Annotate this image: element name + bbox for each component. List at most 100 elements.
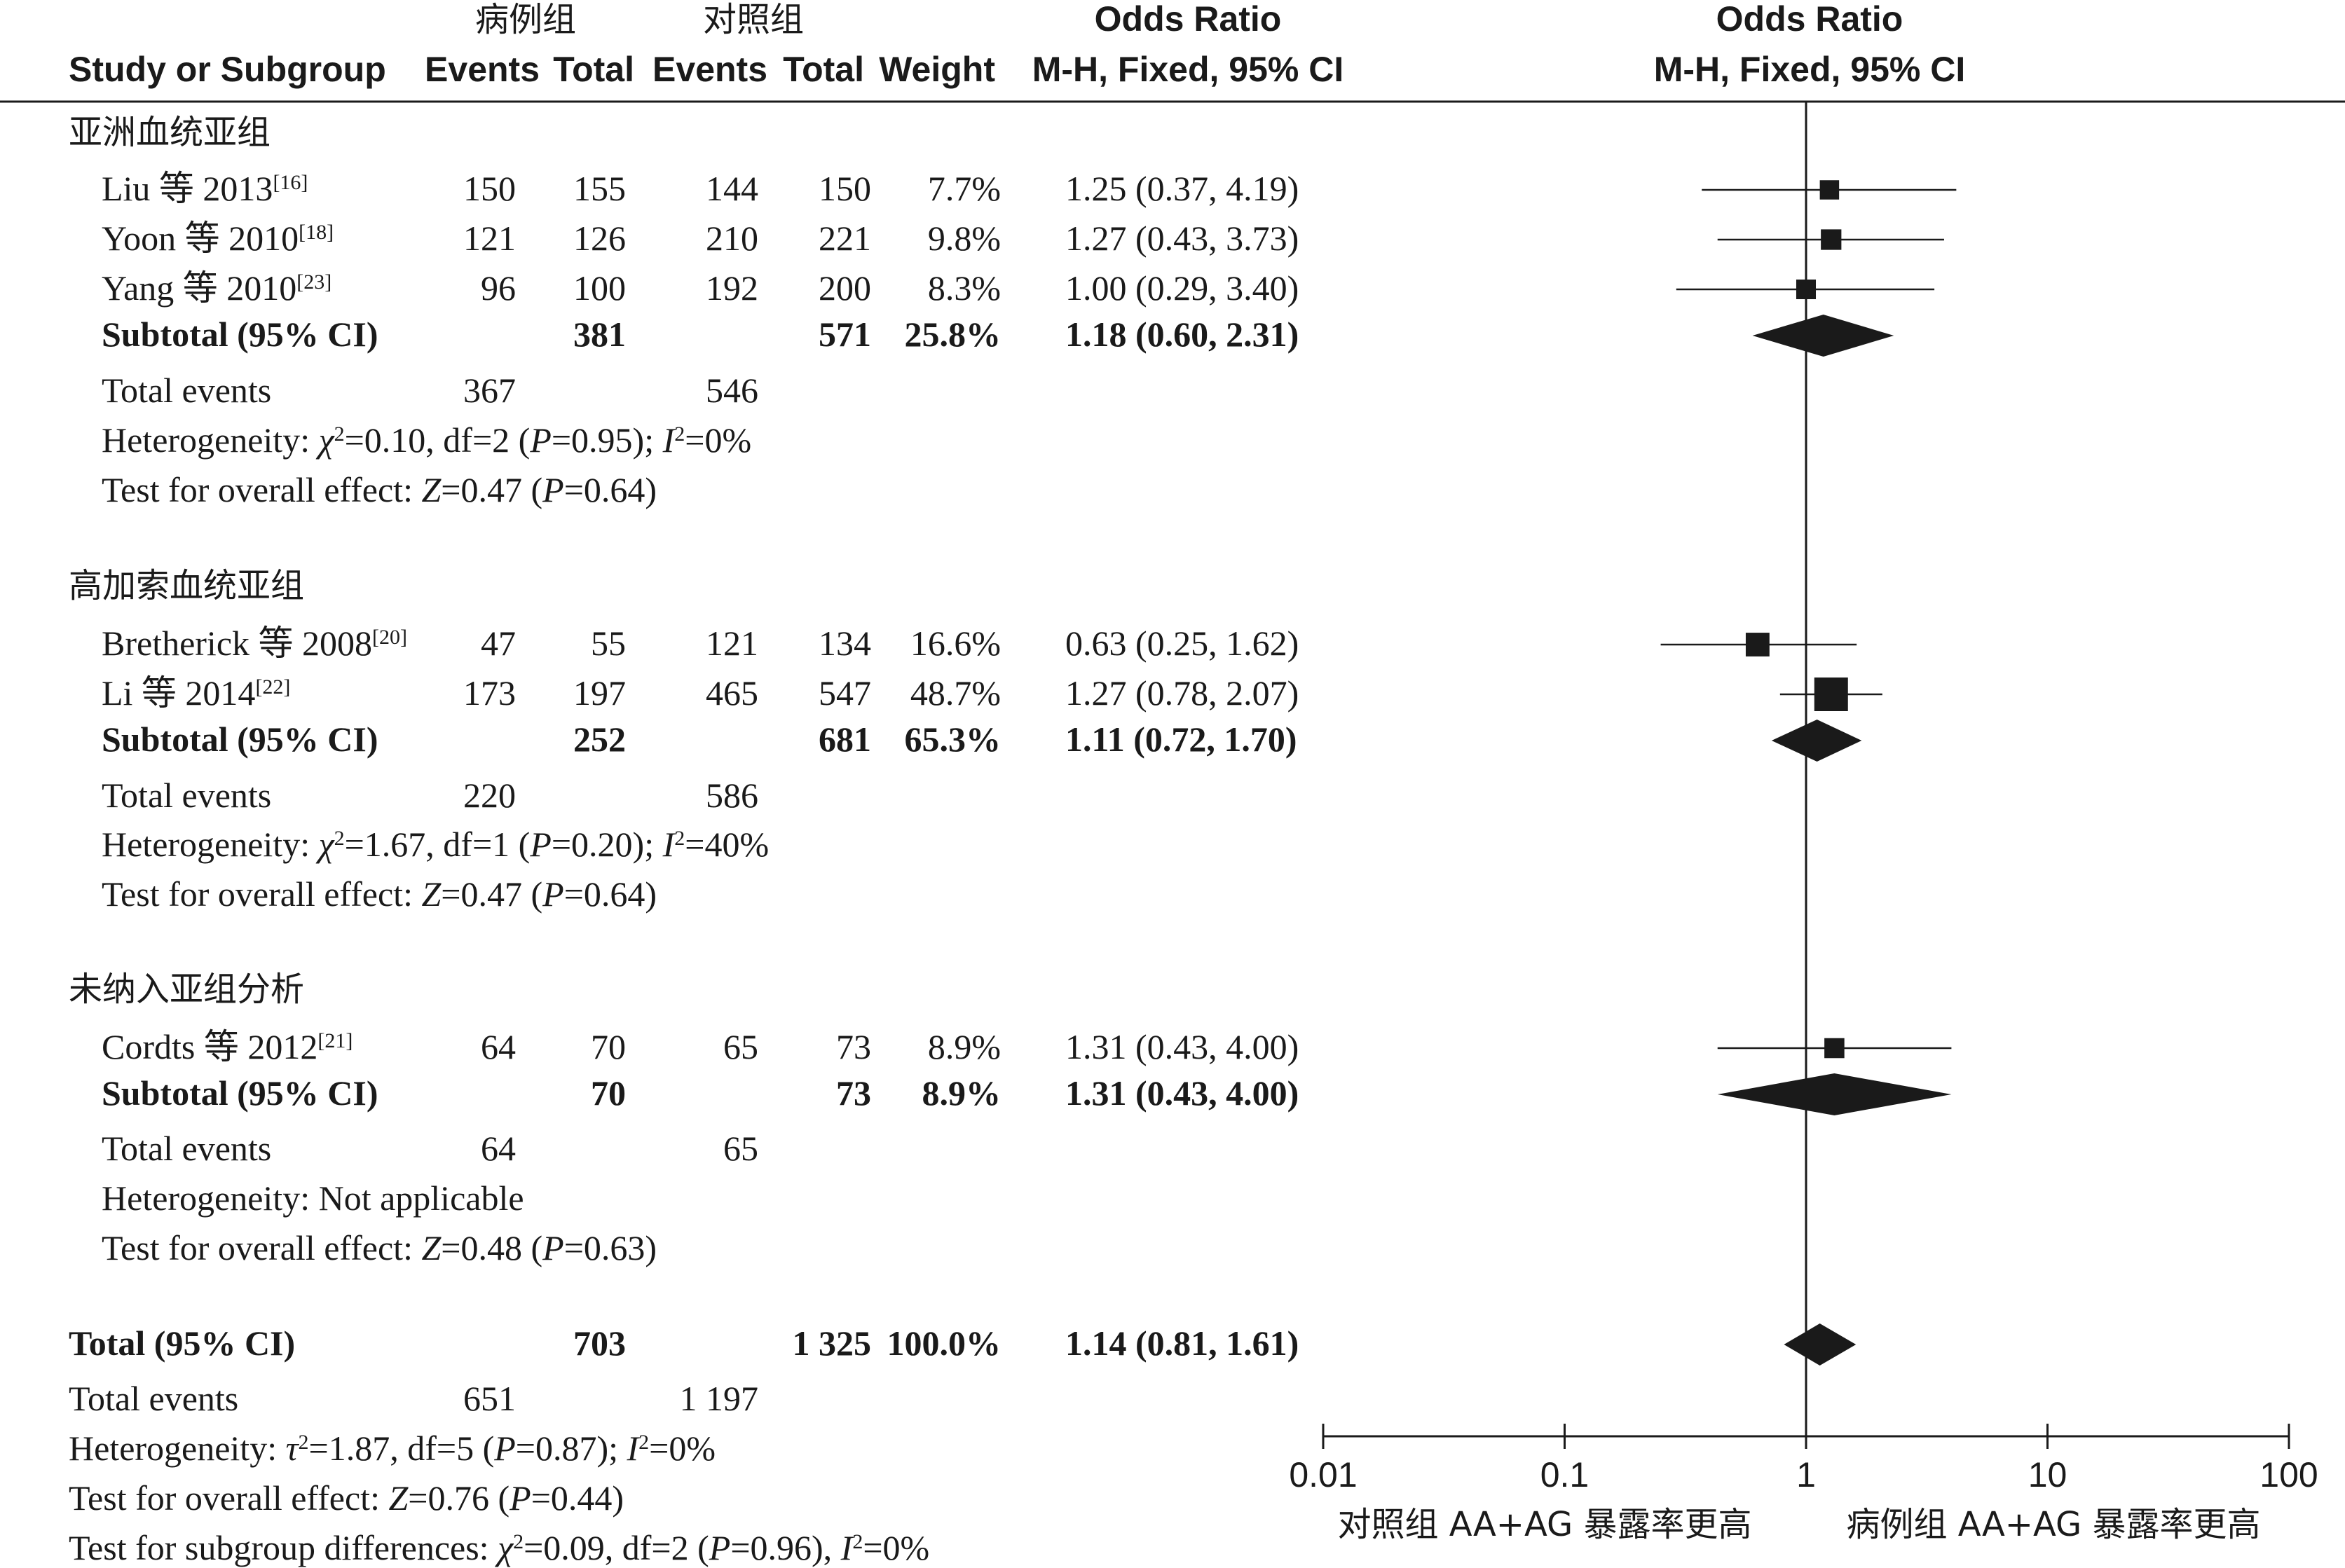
subtotal-case-total: 252 bbox=[573, 720, 626, 759]
subtotal-diamond bbox=[1771, 720, 1862, 762]
study-ci: 1.27 (0.78, 2.07) bbox=[1065, 673, 1299, 713]
case-total: 126 bbox=[573, 219, 626, 258]
point-estimate-square bbox=[1824, 1038, 1845, 1059]
x-axis-right-label: 病例组 AA+AG 暴露率更高 bbox=[1847, 1505, 2261, 1544]
header-case-events: Events bbox=[425, 50, 540, 89]
subtotal-case-total: 381 bbox=[573, 315, 626, 354]
total-events-case: 651 bbox=[463, 1379, 516, 1418]
case-events: 150 bbox=[463, 169, 516, 208]
study-ci: 1.31 (0.43, 4.00) bbox=[1065, 1027, 1299, 1066]
total-ctrl-total: 1 325 bbox=[793, 1323, 872, 1363]
study-label: Li 等 2014[22] bbox=[102, 673, 290, 713]
header-weight: Weight bbox=[879, 50, 995, 89]
study-ci: 1.27 (0.43, 3.73) bbox=[1065, 219, 1299, 258]
study-label: Liu 等 2013[16] bbox=[102, 169, 308, 208]
study-label: Yoon 等 2010[18] bbox=[102, 219, 334, 258]
overall-effect-text: Test for overall effect: Z=0.47 (P=0.64) bbox=[102, 874, 657, 914]
subtotal-ctrl-total: 73 bbox=[836, 1073, 871, 1113]
study-ci: 0.63 (0.25, 1.62) bbox=[1065, 624, 1299, 663]
x-axis-left-label: 对照组 AA+AG 暴露率更高 bbox=[1338, 1505, 1752, 1544]
subgroup-title: 高加索血统亚组 bbox=[69, 566, 304, 605]
overall-effect-text: Test for overall effect: Z=0.47 (P=0.64) bbox=[102, 470, 657, 509]
subtotal-ci: 1.31 (0.43, 4.00) bbox=[1065, 1073, 1299, 1113]
header-or-method: M-H, Fixed, 95% CI bbox=[1032, 50, 1344, 89]
subtotal-ctrl-total: 571 bbox=[819, 315, 871, 354]
total-events-ctrl: 1 197 bbox=[680, 1379, 759, 1418]
header-ctrl-events: Events bbox=[652, 50, 767, 89]
case-events: 121 bbox=[463, 219, 516, 258]
case-events: 173 bbox=[463, 673, 516, 713]
ctrl-events: 465 bbox=[706, 673, 758, 713]
ctrl-events: 210 bbox=[706, 219, 758, 258]
total-events-ctrl: 65 bbox=[723, 1129, 758, 1168]
subtotal-label: Subtotal (95% CI) bbox=[102, 1073, 378, 1113]
ctrl-events: 65 bbox=[723, 1027, 758, 1066]
header-case-total: Total bbox=[553, 50, 634, 89]
subtotal-case-total: 70 bbox=[591, 1073, 626, 1113]
x-axis-tick-label: 0.1 bbox=[1540, 1455, 1589, 1494]
ctrl-total: 150 bbox=[819, 169, 871, 208]
total-heterogeneity-text: Heterogeneity: τ2=1.87, df=5 (P=0.87); I… bbox=[69, 1429, 716, 1468]
heterogeneity-text: Heterogeneity: χ2=1.67, df=1 (P=0.20); I… bbox=[102, 825, 769, 864]
total-events-label: Total events bbox=[102, 776, 271, 815]
case-events: 96 bbox=[481, 268, 516, 308]
x-axis-tick-label: 0.01 bbox=[1289, 1455, 1357, 1494]
header-control-group: 对照组 bbox=[703, 0, 804, 39]
study-ci: 1.25 (0.37, 4.19) bbox=[1065, 169, 1299, 208]
total-events-case: 64 bbox=[481, 1129, 516, 1168]
x-axis-tick-label: 100 bbox=[2259, 1455, 2318, 1494]
ctrl-events: 144 bbox=[706, 169, 758, 208]
x-axis-tick-label: 10 bbox=[2028, 1455, 2067, 1494]
subtotal-label: Subtotal (95% CI) bbox=[102, 315, 378, 354]
ctrl-total: 200 bbox=[819, 268, 871, 308]
subtotal-label: Subtotal (95% CI) bbox=[102, 720, 378, 759]
header-ctrl-total: Total bbox=[783, 50, 864, 89]
x-axis-tick-label: 1 bbox=[1796, 1455, 1816, 1494]
ctrl-total: 221 bbox=[819, 219, 871, 258]
total-events-case: 220 bbox=[463, 776, 516, 815]
heterogeneity-text: Heterogeneity: χ2=0.10, df=2 (P=0.95); I… bbox=[102, 420, 751, 460]
case-events: 47 bbox=[481, 624, 516, 663]
subtotal-ci: 1.18 (0.60, 2.31) bbox=[1065, 315, 1299, 354]
total-events-ctrl: 586 bbox=[706, 776, 758, 815]
point-estimate-square bbox=[1745, 633, 1770, 656]
ctrl-total: 73 bbox=[836, 1027, 871, 1066]
study-ci: 1.00 (0.29, 3.40) bbox=[1065, 268, 1299, 308]
subgroup-differences-text: Test for subgroup differences: χ2=0.09, … bbox=[69, 1528, 929, 1567]
total-events-ctrl: 546 bbox=[706, 371, 758, 410]
total-events-label: Total events bbox=[69, 1379, 238, 1418]
subtotal-diamond bbox=[1752, 315, 1894, 357]
study-label: Bretherick 等 2008[20] bbox=[102, 624, 407, 663]
study-weight: 7.7% bbox=[928, 169, 1001, 208]
ctrl-events: 192 bbox=[706, 268, 758, 308]
subtotal-weight: 8.9% bbox=[922, 1073, 1001, 1113]
total-events-case: 367 bbox=[463, 371, 516, 410]
case-total: 155 bbox=[573, 169, 626, 208]
case-total: 55 bbox=[591, 624, 626, 663]
total-weight: 100.0% bbox=[887, 1323, 1001, 1363]
header-odds-ratio: Odds Ratio bbox=[1095, 0, 1282, 39]
point-estimate-square bbox=[1819, 180, 1840, 200]
header-case-group: 病例组 bbox=[475, 0, 576, 39]
overall-effect-text: Test for overall effect: Z=0.48 (P=0.63) bbox=[102, 1228, 657, 1267]
study-label: Cordts 等 2012[21] bbox=[102, 1027, 353, 1066]
subtotal-ctrl-total: 681 bbox=[819, 720, 871, 759]
heterogeneity-text: Heterogeneity: Not applicable bbox=[102, 1178, 524, 1218]
subgroup-title: 亚洲血统亚组 bbox=[69, 113, 271, 152]
point-estimate-square bbox=[1821, 229, 1842, 250]
case-events: 64 bbox=[481, 1027, 516, 1066]
total-events-label: Total events bbox=[102, 1129, 271, 1168]
header-odds-ratio-plot: Odds Ratio bbox=[1716, 0, 1903, 39]
subtotal-weight: 25.8% bbox=[905, 315, 1001, 354]
study-weight: 8.9% bbox=[928, 1027, 1001, 1066]
subtotal-weight: 65.3% bbox=[905, 720, 1001, 759]
case-total: 100 bbox=[573, 268, 626, 308]
header-study: Study or Subgroup bbox=[69, 50, 386, 89]
subgroup-title: 未纳入亚组分析 bbox=[69, 970, 304, 1009]
study-weight: 9.8% bbox=[928, 219, 1001, 258]
ctrl-total: 134 bbox=[819, 624, 871, 663]
overall-diamond bbox=[1784, 1323, 1857, 1366]
total-case-total: 703 bbox=[573, 1323, 626, 1363]
